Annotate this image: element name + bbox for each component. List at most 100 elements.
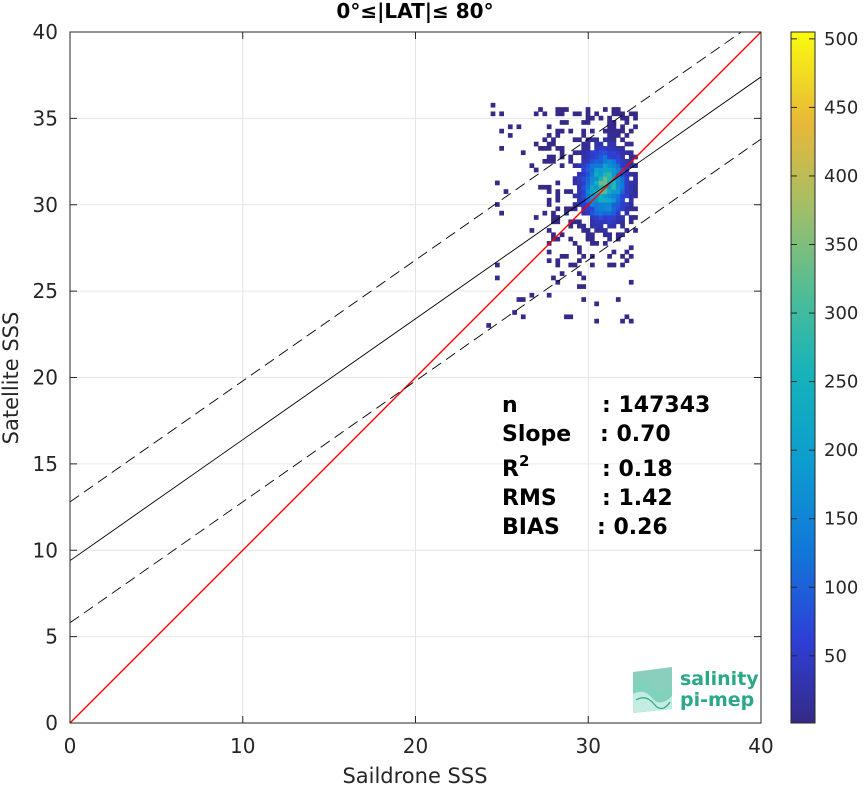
density-cell xyxy=(568,262,574,268)
density-cell xyxy=(607,184,612,190)
density-cell xyxy=(611,223,617,229)
density-cell xyxy=(607,141,612,147)
density-cell xyxy=(633,215,638,220)
density-cell xyxy=(494,180,500,186)
density-cell xyxy=(559,232,565,238)
density-cell xyxy=(598,197,604,203)
colorbar-tick-label: 150 xyxy=(824,509,858,530)
density-cell xyxy=(628,184,634,190)
density-cell xyxy=(615,180,621,186)
density-cell xyxy=(594,146,600,151)
density-cell xyxy=(585,184,591,190)
x-tick-label: 40 xyxy=(748,734,773,758)
density-cell xyxy=(589,158,595,164)
density-cell xyxy=(585,167,591,173)
density-cell xyxy=(620,193,625,199)
density-cell xyxy=(628,189,634,194)
density-cell xyxy=(628,253,634,259)
density-cell xyxy=(620,318,625,324)
density-cell xyxy=(581,275,587,281)
y-tick-label: 30 xyxy=(33,193,58,217)
density-cell xyxy=(594,228,600,233)
density-cell xyxy=(538,146,543,151)
density-cell xyxy=(611,262,617,268)
y-axis-ticks: 0 5 10 15 20 25 30 35 40 xyxy=(33,20,761,735)
density-cell xyxy=(628,279,634,285)
logo-line2: pi-mep xyxy=(680,689,754,711)
density-cell xyxy=(589,232,595,238)
density-cell xyxy=(602,154,608,160)
density-cell xyxy=(602,128,608,134)
density-cell xyxy=(546,154,552,160)
density-cell xyxy=(615,163,621,169)
density-cell xyxy=(624,158,630,164)
density-cell xyxy=(507,124,513,130)
density-cell xyxy=(628,193,634,199)
density-cell xyxy=(628,197,634,203)
density-cell xyxy=(520,297,526,302)
density-cell xyxy=(633,184,638,190)
density-cell xyxy=(628,219,634,225)
density-cell xyxy=(577,284,582,289)
density-cell xyxy=(607,158,612,164)
density-cell xyxy=(572,137,578,143)
density-cell xyxy=(611,202,617,207)
density-cell xyxy=(611,197,617,203)
density-cell xyxy=(607,176,612,181)
density-cell xyxy=(581,146,587,151)
density-cell xyxy=(585,189,591,194)
density-cell xyxy=(533,167,539,173)
density-cell xyxy=(542,146,548,151)
density-cell xyxy=(589,202,595,207)
density-cell xyxy=(581,154,587,160)
density-cell xyxy=(585,171,591,177)
density-cell xyxy=(607,262,612,268)
density-cell xyxy=(615,154,621,160)
density-cell xyxy=(585,158,591,164)
density-cell xyxy=(628,111,634,117)
density-cell xyxy=(564,206,569,212)
density-cell xyxy=(572,241,578,246)
density-cell xyxy=(572,202,578,207)
density-cell xyxy=(624,210,630,216)
regression-lines xyxy=(70,32,761,723)
density-cell xyxy=(598,150,604,156)
density-cell xyxy=(620,128,625,134)
density-cell xyxy=(620,223,625,229)
density-cell xyxy=(594,241,600,246)
density-cell xyxy=(611,120,617,125)
density-cell xyxy=(581,180,587,186)
density-cell xyxy=(499,111,505,117)
density-cell xyxy=(577,176,582,181)
density-cell xyxy=(620,253,625,259)
density-cell xyxy=(598,215,604,220)
density-cell xyxy=(615,202,621,207)
density-cell xyxy=(611,219,617,225)
density-cell xyxy=(615,128,621,134)
density-cell xyxy=(628,171,634,177)
stat-value: : 0.18 xyxy=(602,457,673,482)
x-tick-label: 0 xyxy=(64,734,77,758)
density-cell xyxy=(607,197,612,203)
density-cell xyxy=(542,158,548,164)
x-axis-ticks: 0 10 20 30 40 xyxy=(64,32,774,758)
density-cell xyxy=(581,158,587,164)
density-cell xyxy=(615,150,621,156)
density-cell xyxy=(620,189,625,194)
density-cell xyxy=(598,210,604,216)
colorbar-tick-label: 400 xyxy=(824,166,858,187)
density-cell xyxy=(624,167,630,173)
density-cell xyxy=(559,111,565,117)
density-cell xyxy=(572,176,578,181)
density-cell xyxy=(542,184,548,190)
density-cell xyxy=(594,197,600,203)
density-cell xyxy=(611,180,617,186)
density-cell xyxy=(624,120,630,125)
colorbar-tick-label: 300 xyxy=(824,303,858,324)
density-cell xyxy=(546,249,552,255)
y-tick-label: 5 xyxy=(45,625,58,649)
density-cell xyxy=(568,189,574,194)
density-cell xyxy=(602,215,608,220)
density-cell xyxy=(620,137,625,143)
density-cell xyxy=(589,150,595,156)
